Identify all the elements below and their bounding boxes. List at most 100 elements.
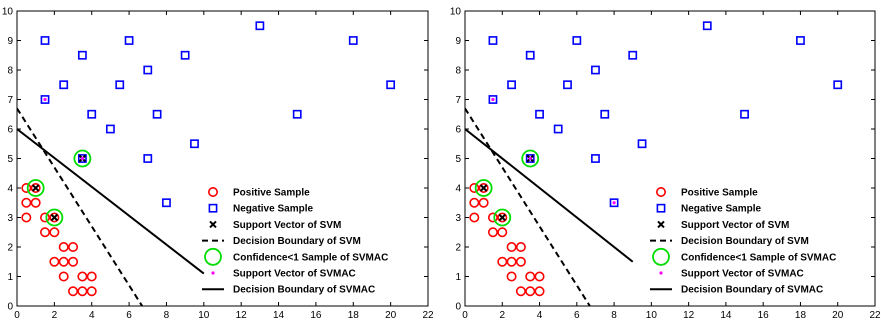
negative-sample-point [628,50,638,60]
legend-label: Confidence<1 Sample of SVMAC [233,252,388,263]
y-tick-label: 8 [455,66,461,77]
y-tick-label: 1 [455,272,461,283]
legend-swatch [655,187,666,198]
x-tick-label: 16 [758,310,770,321]
x-tick-label: 18 [795,310,807,321]
y-tick-label: 2 [7,243,13,254]
positive-sample-point [506,242,517,253]
negative-sample-point [143,65,153,75]
negative-sample-point [59,80,69,90]
negative-sample-point [40,36,50,45]
x-tick-label: 6 [574,310,580,321]
x-tick-label: 16 [310,310,322,321]
y-tick-label: 7 [7,95,13,106]
support-vector-of-svmac-point [528,156,532,161]
plot-content [17,21,396,306]
x-tick-label: 4 [89,310,95,321]
legend-swatch [652,247,670,266]
y-tick-label: 4 [7,184,13,195]
positive-sample-point [77,286,88,297]
legend-label: Positive Sample [233,188,310,199]
positive-sample-point [49,227,60,238]
negative-sample-point [77,50,87,60]
negative-sample-point [87,109,97,119]
y-tick-label: 10 [2,7,14,18]
legend-label: Decision Boundary of SVM [233,236,361,247]
y-tick-label: 9 [7,36,13,47]
positive-sample-point [506,271,517,282]
support-vector-of-svm-point [50,213,59,222]
legend-label: Support Vector of SVMAC [233,269,356,280]
negative-sample-point [162,198,171,208]
positive-sample-point [478,197,489,208]
negative-sample-point [152,109,162,119]
negative-sample-point [525,50,535,60]
negative-sample-point [833,80,843,90]
x-tick-label: 4 [537,310,543,321]
positive-sample-point [515,256,526,267]
y-tick-label: 1 [7,272,13,283]
positive-sample-point [525,286,536,297]
negative-sample-point [348,36,358,45]
y-tick-label: 2 [455,243,461,254]
decision-boundary-of-svmac-line [465,128,634,263]
support-vector-of-svm-point [31,184,40,192]
positive-sample-point [497,227,508,238]
legend-swatch [659,271,663,275]
support-vector-of-svmac-point [80,156,84,161]
legend-label: Support Vector of SVMAC [681,269,804,280]
negative-sample-point [180,50,190,60]
x-tick-label: 14 [273,310,285,321]
legend-label: Decision Boundary of SVM [681,236,809,247]
positive-sample-point [58,242,69,253]
support-vector-of-svmac-point [612,201,616,205]
positive-sample-point [49,256,60,267]
positive-sample-point [478,183,489,194]
x-tick-label: 10 [646,310,658,321]
confidence-1-sample-of-svmac-point [26,179,45,197]
support-vector-of-svmac-point [491,97,495,102]
decision-boundary-of-svm-line [465,107,591,306]
legend-label: Decision Boundary of SVMAC [681,285,823,296]
y-tick-label: 6 [7,125,13,136]
negative-sample-point [702,21,712,31]
negative-sample-point [386,80,396,90]
y-tick-label: 5 [7,154,13,165]
positive-sample-point [506,256,517,267]
negative-sample-point [190,139,199,149]
x-tick-label: 20 [832,310,844,321]
y-tick-label: 0 [7,302,13,313]
y-tick-label: 9 [455,36,461,47]
x-tick-label: 20 [385,310,397,321]
negative-sample-point [488,36,498,45]
right-chart-panel: 0 2 4 6 8 10 12 14 16 18 20 22012345678910Positive … [450,7,881,322]
legend: Positive Sample Negative Sample Support Ve… [650,187,836,296]
y-tick-label: 10 [450,7,462,18]
y-tick-label: 0 [455,302,461,313]
legend-swatch [656,203,666,213]
negative-sample-point [292,109,302,119]
positive-sample-point [21,212,32,223]
left-chart-panel: 0 2 4 6 8 10 12 14 16 18 20 22012345678910Positive … [2,7,434,322]
positive-sample-point [21,183,32,194]
positive-sample-point [86,286,97,297]
legend: Positive Sample Negative Sample Support Ve… [202,187,388,296]
x-tick-label: 8 [164,310,170,321]
negative-sample-point [553,124,563,134]
legend-swatch [209,220,217,229]
x-tick-label: 22 [869,310,881,321]
positive-sample-point [86,271,97,282]
negative-sample-point [488,95,498,104]
x-tick-label: 10 [198,310,210,321]
legend-label: Decision Boundary of SVMAC [233,285,375,296]
negative-sample-point [572,36,582,45]
positive-sample-point [58,256,69,267]
y-tick-label: 7 [455,95,461,106]
negative-sample-point [124,36,134,45]
positive-sample-point [515,286,526,297]
positive-sample-point [497,212,508,223]
positive-sample-point [40,227,51,238]
positive-sample-point [68,286,79,297]
negative-sample-point [796,36,805,45]
